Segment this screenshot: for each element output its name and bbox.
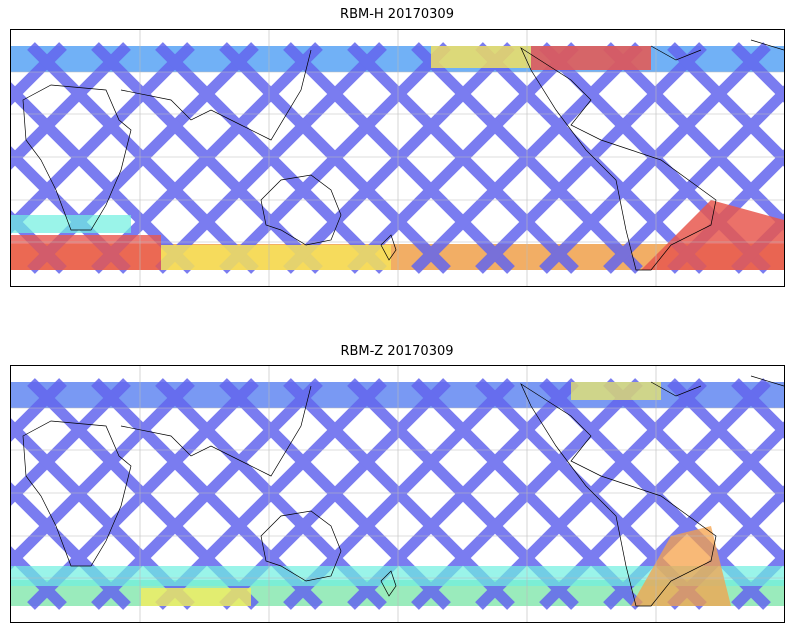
mid-value-region: [141, 588, 251, 606]
orbit-track-descending: [11, 378, 131, 506]
orbit-track-descending: [347, 42, 579, 274]
asia-coastline: [120, 385, 312, 477]
orbit-track-descending: [91, 42, 323, 274]
africa-coastline: [22, 84, 132, 231]
orbit-track-descending: [11, 378, 67, 442]
new-zealand-coastline: [380, 570, 397, 597]
swath-map: [11, 366, 784, 622]
panel-title: RBM-Z 20170309: [340, 344, 454, 359]
coastlines: [22, 39, 784, 271]
orbit-track-descending: [11, 378, 195, 570]
gridlines: [11, 366, 784, 622]
low-value-region: [11, 566, 784, 586]
coastlines: [22, 375, 784, 607]
orbit-track-ascending: [731, 42, 784, 103]
africa-coastline: [22, 420, 132, 567]
panel-title: RBM-H 20170309: [340, 7, 454, 22]
orbit-track-descending: [283, 42, 515, 274]
australia-coastline: [260, 174, 342, 246]
americas-coastline: [520, 383, 717, 607]
orbit-track-descending: [603, 85, 784, 274]
north-coastline: [650, 39, 784, 61]
orbit-track-descending: [155, 42, 387, 274]
orbit-track-descending: [475, 42, 707, 274]
new-zealand-coastline: [380, 234, 397, 261]
mid-value-region: [431, 46, 531, 68]
high-value-region: [531, 46, 651, 70]
map-plot-rbm-h[interactable]: [10, 29, 785, 287]
americas-coastline: [520, 47, 717, 271]
orbit-track-ascending: [731, 378, 784, 439]
mid-value-region: [571, 382, 661, 400]
high-value-region: [641, 200, 784, 270]
orbit-track-descending: [11, 42, 67, 106]
north-coastline: [650, 375, 784, 397]
asia-coastline: [120, 49, 312, 141]
gridlines: [11, 30, 784, 286]
orbit-track-descending: [11, 42, 195, 234]
map-plot-rbm-z[interactable]: [10, 365, 785, 623]
mid-value-region: [161, 245, 391, 270]
low-value-region: [11, 215, 131, 233]
swath-map: [11, 30, 784, 286]
orbit-track-descending: [11, 42, 131, 170]
australia-coastline: [260, 510, 342, 582]
high-value-region: [11, 235, 161, 270]
orbit-track-descending: [219, 42, 451, 274]
